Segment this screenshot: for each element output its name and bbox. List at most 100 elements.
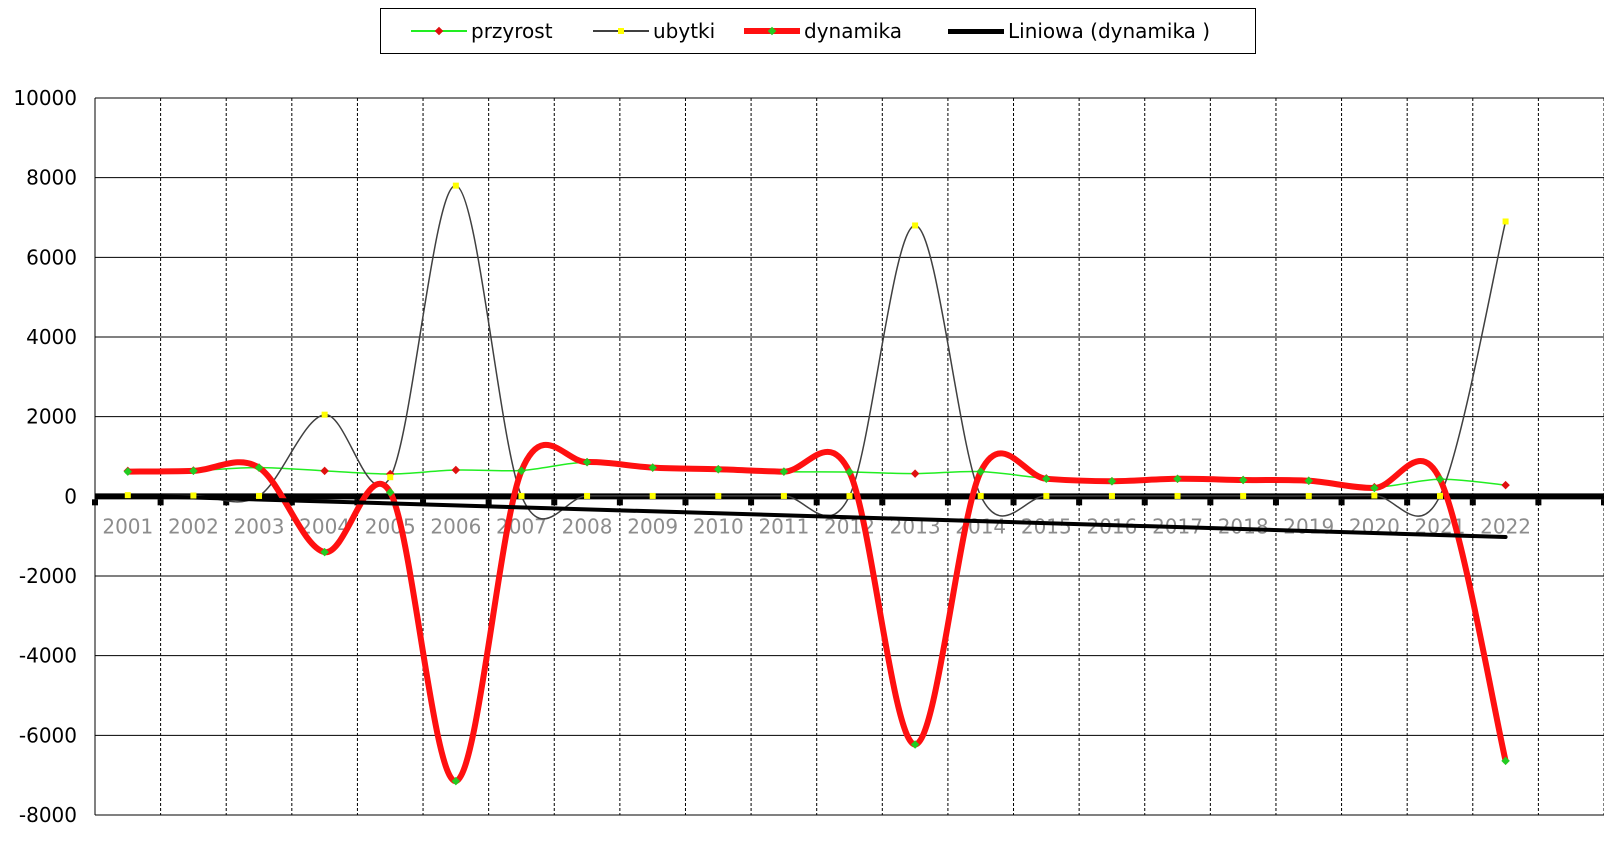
x-tick-label: 2019 — [1283, 514, 1334, 538]
x-tick-label: 2008 — [562, 514, 613, 538]
x-tick-mark — [1535, 499, 1542, 506]
y-tick-label: 4000 — [26, 325, 77, 349]
legend-swatch-dynamika — [744, 24, 800, 38]
point-dynamika — [320, 547, 329, 557]
point-ubytki — [1436, 492, 1443, 499]
point-dynamika — [517, 466, 526, 476]
point-dynamika — [1435, 474, 1445, 484]
x-tick-mark — [879, 499, 886, 506]
y-tick-label: 8000 — [26, 166, 77, 190]
grid-layer — [95, 97, 1604, 816]
point-dynamika — [1107, 476, 1117, 486]
point-ubytki — [1371, 492, 1378, 499]
x-tick-mark — [1338, 499, 1345, 506]
x-tick-mark — [1141, 499, 1148, 506]
x-tick-mark — [1076, 499, 1083, 506]
point-ubytki — [1043, 492, 1050, 499]
legend-item-przyrost: przyrost — [411, 9, 553, 53]
point-ubytki — [1108, 492, 1115, 499]
point-ubytki — [584, 492, 591, 499]
point-dynamika — [123, 467, 133, 476]
y-tick-label: -8000 — [19, 803, 77, 827]
point-ubytki — [1174, 492, 1181, 499]
legend-label-liniowa: Liniowa (dynamika ) — [1008, 19, 1211, 43]
point-przyrost — [1501, 480, 1510, 490]
point-dynamika — [845, 467, 854, 477]
y-tick-label: 6000 — [26, 245, 77, 269]
legend-label-dynamika: dynamika — [804, 19, 902, 43]
x-tick-mark — [157, 499, 164, 506]
x-tick-label: 2002 — [168, 514, 219, 538]
point-ubytki — [780, 492, 787, 499]
x-tick-label: 2006 — [430, 514, 481, 538]
point-ubytki — [1502, 218, 1509, 225]
x-tick-label: 2005 — [365, 514, 416, 538]
y-tick-label: -2000 — [19, 564, 77, 588]
point-dynamika — [385, 488, 395, 497]
x-tick-label: 2010 — [693, 514, 744, 538]
y-tick-label: -4000 — [19, 644, 77, 668]
point-dynamika — [779, 467, 789, 476]
point-dynamika — [976, 467, 985, 476]
point-dynamika — [1501, 756, 1510, 766]
x-tick-mark — [223, 499, 230, 506]
x-tick-label: 2009 — [627, 514, 678, 538]
legend-item-liniowa: Liniowa (dynamika ) — [948, 9, 1210, 53]
point-ubytki — [912, 222, 919, 229]
legend-swatch-liniowa — [948, 24, 1004, 38]
x-tick-label: 2015 — [1021, 514, 1072, 538]
point-dynamika — [1042, 474, 1051, 484]
y-tick-label: -6000 — [19, 723, 77, 747]
point-dynamika — [714, 465, 723, 474]
x-tick-mark — [1404, 499, 1411, 506]
legend-label-ubytki: ubytki — [653, 19, 716, 43]
point-dynamika — [189, 466, 198, 476]
point-dynamika — [910, 740, 920, 749]
point-dynamika — [1304, 476, 1314, 486]
point-ubytki — [649, 492, 656, 499]
x-tick-mark — [1601, 499, 1604, 506]
x-tick-label: 2018 — [1218, 514, 1269, 538]
legend-swatch-przyrost — [411, 24, 467, 38]
x-tick-mark — [682, 499, 689, 506]
point-ubytki — [452, 182, 459, 189]
x-tick-label: 2001 — [102, 514, 153, 538]
point-ubytki — [715, 492, 722, 499]
point-dynamika — [1238, 475, 1248, 485]
point-ubytki — [846, 492, 853, 499]
series-layer — [123, 182, 1510, 786]
x-tick-mark — [551, 499, 558, 506]
x-tick-label: 2011 — [758, 514, 809, 538]
point-dynamika — [1370, 483, 1379, 493]
x-tick-mark — [1469, 499, 1476, 506]
y-tick-label: 10000 — [13, 86, 77, 110]
point-dynamika — [254, 463, 264, 472]
point-ubytki — [387, 474, 394, 481]
x-tick-label: 2022 — [1480, 514, 1531, 538]
x-tick-mark — [1207, 499, 1214, 506]
point-ubytki — [256, 492, 263, 499]
x-tick-mark — [1272, 499, 1279, 506]
legend-label-przyrost: przyrost — [471, 19, 553, 43]
legend-item-dynamika: dynamika — [744, 9, 902, 53]
point-dynamika — [648, 463, 657, 472]
x-tick-mark — [420, 499, 427, 506]
point-ubytki — [977, 492, 984, 499]
point-ubytki — [1305, 492, 1312, 499]
point-ubytki — [518, 492, 525, 499]
point-ubytki — [1240, 492, 1247, 499]
point-dynamika — [582, 457, 592, 467]
y-tick-label: 2000 — [26, 405, 77, 429]
trend-line-liniowa — [125, 493, 1508, 539]
x-tick-mark — [944, 499, 951, 506]
point-przyrost — [910, 469, 920, 478]
x-tick-mark — [748, 499, 755, 506]
legend: przyrost ubytki dynamika Liniowa (dynami… — [380, 8, 1256, 54]
point-ubytki — [321, 411, 328, 418]
point-przyrost — [451, 465, 461, 475]
legend-item-ubytki: ubytki — [593, 9, 715, 53]
x-tick-mark — [485, 499, 492, 506]
x-tick-mark — [92, 499, 98, 506]
point-dynamika — [451, 776, 461, 786]
